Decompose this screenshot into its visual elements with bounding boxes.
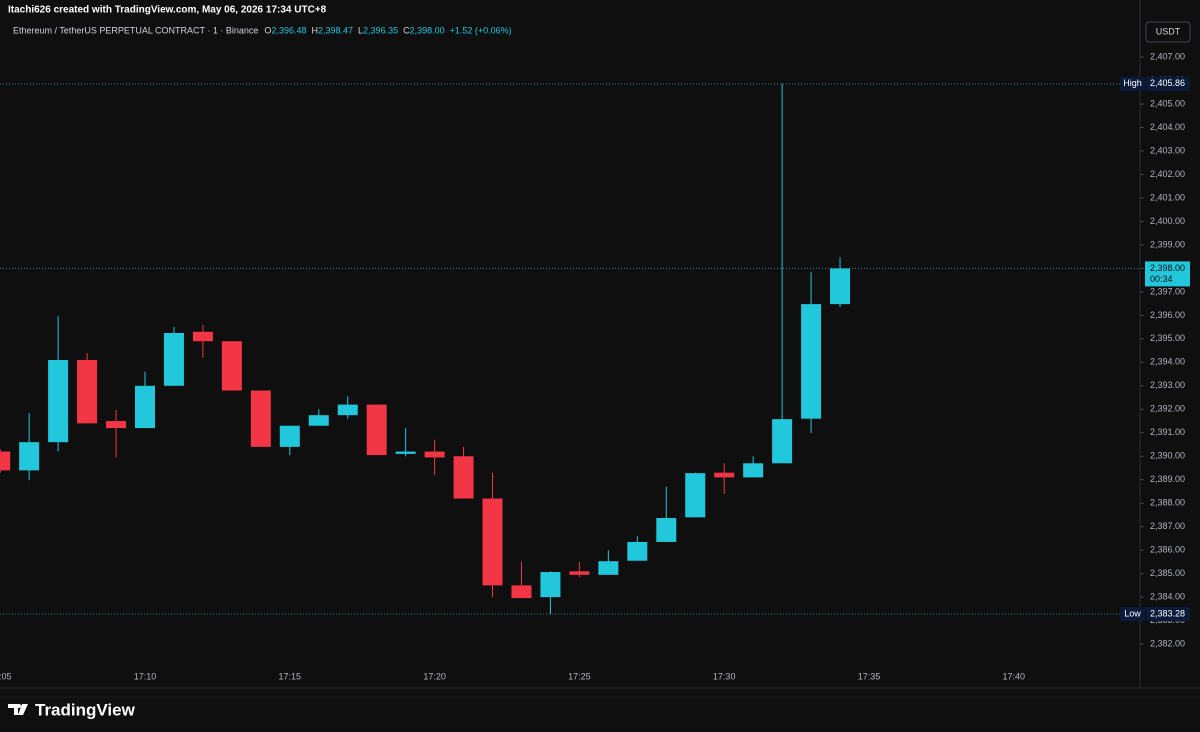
candle-body [424,451,445,458]
candle-body [106,421,127,429]
ohlc-value: 2,396.35 [363,25,398,35]
brand-name: TradingView [35,700,136,719]
high-badge: High 2,405.86 [1120,76,1190,91]
y-tick-label: 2,403.00 [1150,145,1185,155]
y-tick-label: 2,405.00 [1150,98,1185,108]
x-tick-label: 17:40 [1003,671,1026,681]
candle-body [19,442,40,471]
candle-body [163,332,184,386]
y-tick-label: 2,397.00 [1150,286,1185,296]
x-tick-label: 17:15 [279,671,302,681]
x-tick-label: 17:30 [713,671,736,681]
ohlc-value: 2,398.00 [410,25,445,35]
x-tick-label: 17:20 [423,671,446,681]
brand-logo: TradingView [8,700,136,719]
candle-body [48,359,69,443]
candle-body [627,541,648,561]
candle-body [395,451,416,454]
candle-body [801,304,822,419]
candle-body [598,561,619,575]
low-badge-text: Low [1124,608,1141,618]
y-tick-label: 2,401.00 [1150,192,1185,202]
y-tick-label: 2,407.00 [1150,51,1185,61]
low-badge-value: 2,383.28 [1150,608,1185,618]
y-tick-label: 2,382.00 [1150,638,1185,648]
candle-body [772,419,793,464]
y-tick-label: 2,402.00 [1150,169,1185,179]
ohlc-key: L [358,25,363,35]
ohlc-value: 2,398.47 [318,25,353,35]
candle-body [366,404,387,456]
y-tick-label: 2,385.00 [1150,568,1185,578]
y-tick-label: 2,395.00 [1150,333,1185,343]
y-tick-label: 2,396.00 [1150,310,1185,320]
y-tick-label: 2,388.00 [1150,498,1185,508]
candle-body [77,359,98,424]
low-badge-tag [1120,607,1145,622]
candle-body [221,341,242,391]
candle-body [569,571,590,575]
low-badge: Low 2,383.28 [1120,607,1190,622]
y-tick-label: 2,386.00 [1150,545,1185,555]
brand-icon-dot [17,704,21,708]
countdown: 00:34 [1150,274,1173,284]
candle-body [540,572,561,598]
low-badge-value-bg [1146,607,1190,622]
plot-area [0,83,1140,615]
candle-body [656,518,677,542]
y-tick-label: 2,399.00 [1150,239,1185,249]
y-tick-label: 2,404.00 [1150,122,1185,132]
ohlc-key: O [264,25,271,35]
y-tick-label: 2,384.00 [1150,592,1185,602]
candle-body [0,451,11,471]
y-tick-label: 2,389.00 [1150,474,1185,484]
candle-body [511,585,532,599]
candle-body [714,472,735,478]
y-tick-label: 2,400.00 [1150,216,1185,226]
y-tick-label: 2,387.00 [1150,521,1185,531]
x-tick-label: 17:25 [568,671,591,681]
candle-body [308,415,329,426]
candle-body [685,473,706,518]
symbol-title: Ethereum / TetherUS PERPETUAL CONTRACT ·… [13,25,258,35]
x-tick-label: 17:35 [858,671,881,681]
high-badge-value-bg [1146,76,1190,91]
candle-body [135,385,155,429]
currency-button[interactable] [1145,21,1191,43]
y-tick-label: 2,393.00 [1150,380,1185,390]
y-tick-label: 2,394.00 [1150,357,1185,367]
ohlc-key: C [403,25,410,35]
candle-body [192,331,213,342]
candle-body [482,498,503,586]
last-price-value: 2,398.00 [1150,263,1185,273]
currency-label: USDT [1156,26,1181,36]
high-badge-tag [1120,76,1145,91]
x-tick-label: 17:10 [134,671,157,681]
high-badge-value: 2,405.86 [1150,78,1185,88]
candle-body [453,456,474,499]
y-tick-label: 2,390.00 [1150,451,1185,461]
candle-body [743,463,764,478]
brand-icon [8,704,28,715]
ohlc-value: 2,396.48 [271,25,306,35]
y-tick-label: 2,392.00 [1150,404,1185,414]
candle-body [830,268,851,305]
high-badge-text: High [1123,78,1142,88]
candle-body [279,425,300,447]
last-price-tag [1145,261,1190,287]
ohlc-key: H [311,25,318,35]
watermark: Itachi626 created with TradingView.com, … [8,5,327,16]
y-tick-label: 2,391.00 [1150,427,1185,437]
candle-body [337,404,358,416]
candle-body [250,390,271,447]
price-change: +1.52 (+0.06%) [450,25,512,35]
x-tick-label: 17:05 [0,671,11,681]
